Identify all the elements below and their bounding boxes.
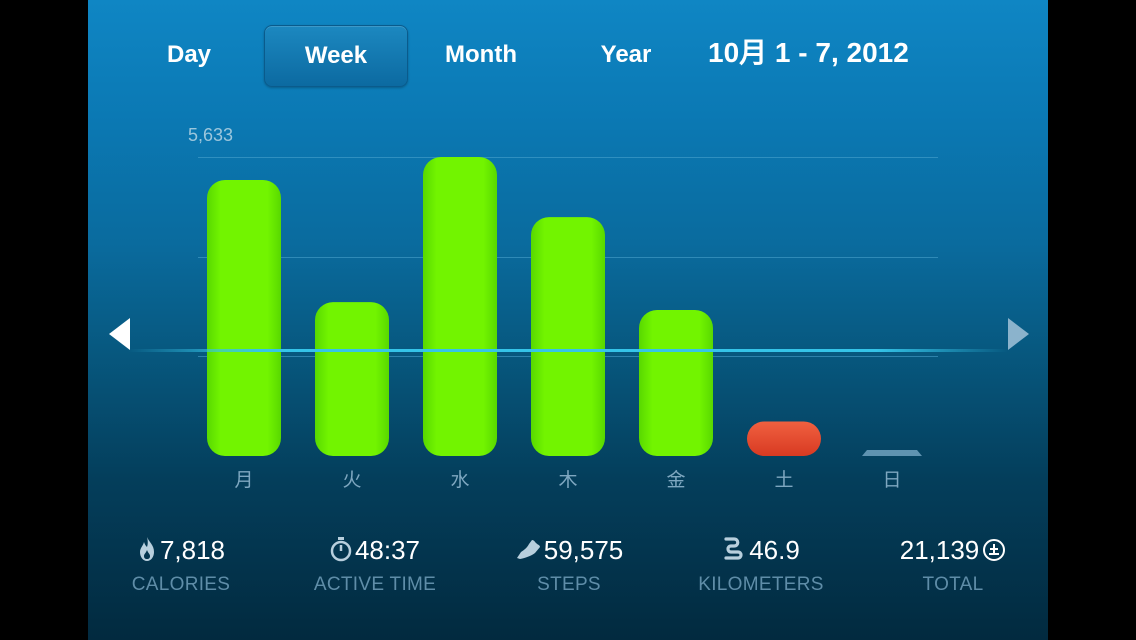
- total-label: TOTAL: [922, 574, 984, 595]
- weekly-bar-chart: 5,633 月 火 水 木 金 土 日: [128, 125, 1008, 491]
- triangle-left-icon: [109, 318, 130, 350]
- total-plus-icon: [983, 539, 1006, 561]
- next-week-button[interactable]: [1002, 314, 1032, 354]
- steps-value: 59,575: [543, 535, 624, 565]
- calories-label: CALORIES: [131, 574, 231, 595]
- stat-steps: 59,575 STEPS: [474, 532, 664, 596]
- day-label-2: 水: [450, 469, 469, 491]
- kilometers-value: 46.9: [749, 535, 800, 565]
- day-label-3: 木: [558, 469, 577, 491]
- bar-1[interactable]: [315, 302, 389, 456]
- tab-day[interactable]: Day: [166, 41, 212, 68]
- tab-week[interactable]: Week: [264, 25, 408, 87]
- tab-year[interactable]: Year: [600, 41, 652, 68]
- bar-4[interactable]: [639, 310, 713, 456]
- stat-active-time: 48:37 ACTIVE TIME: [280, 532, 470, 596]
- bar-2[interactable]: [423, 157, 497, 456]
- flame-icon: [139, 537, 154, 561]
- active-time-label: ACTIVE TIME: [313, 574, 437, 595]
- route-icon: [724, 537, 743, 560]
- day-label-4: 金: [666, 469, 685, 491]
- y-max-label: 5,633: [188, 125, 233, 145]
- kilometers-label: KILOMETERS: [698, 574, 824, 595]
- activity-screen: Day Week Month Year 10月 1 - 7, 2012 5: [88, 0, 1048, 640]
- bar-3[interactable]: [531, 217, 605, 456]
- bar-0[interactable]: [207, 179, 281, 456]
- day-label-6: 日: [882, 469, 901, 491]
- calories-value: 7,818: [159, 535, 226, 565]
- previous-week-button[interactable]: [106, 314, 136, 354]
- tab-month[interactable]: Month: [445, 41, 517, 68]
- stat-total: 21,139 TOTAL: [858, 532, 1048, 596]
- day-label-0: 月: [234, 469, 253, 491]
- date-range: 10月 1 - 7, 2012: [708, 37, 909, 68]
- shoe-icon: [516, 540, 540, 559]
- stat-kilometers: 46.9 KILOMETERS: [666, 532, 856, 596]
- steps-label: STEPS: [537, 574, 601, 595]
- total-value: 21,139: [899, 535, 980, 565]
- goal-line: [128, 349, 1008, 352]
- stat-calories: 7,818 CALORIES: [88, 532, 276, 596]
- stopwatch-icon: [330, 537, 352, 562]
- bar-5[interactable]: [747, 421, 821, 456]
- triangle-right-icon: [1008, 318, 1029, 350]
- day-label-1: 火: [342, 469, 361, 491]
- day-label-5: 土: [774, 469, 793, 491]
- bar-6[interactable]: [862, 450, 922, 456]
- active-time-value: 48:37: [354, 535, 421, 565]
